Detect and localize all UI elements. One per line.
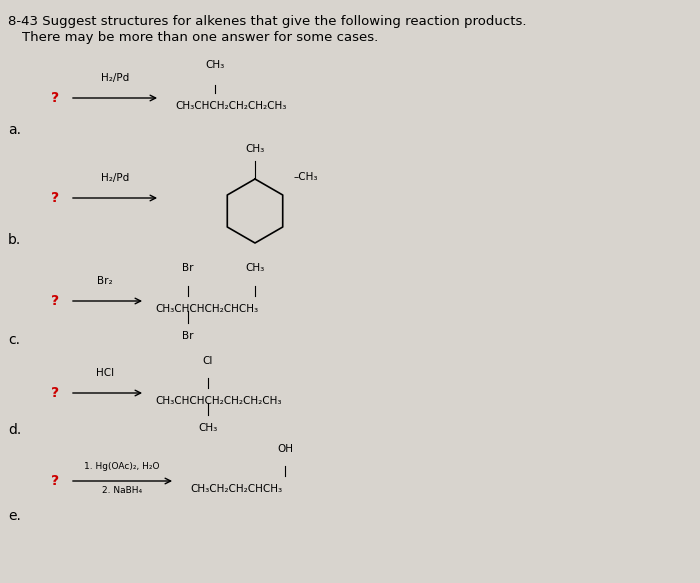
Text: HCl: HCl [96,368,114,378]
Text: CH₃CHCHCH₂CH₂CH₂CH₃: CH₃CHCHCH₂CH₂CH₂CH₃ [155,396,281,406]
Text: c.: c. [8,333,20,347]
Text: 1. Hg(OAc)₂, H₂O: 1. Hg(OAc)₂, H₂O [84,462,160,471]
Text: –CH₃: –CH₃ [293,172,318,182]
Text: Br: Br [182,263,194,273]
Text: H₂/Pd: H₂/Pd [101,173,129,183]
Text: ?: ? [51,191,59,205]
Text: H₂/Pd: H₂/Pd [101,73,129,83]
Text: 2. NaBH₄: 2. NaBH₄ [102,486,142,495]
Text: CH₃: CH₃ [198,423,218,433]
Text: CH₃: CH₃ [246,263,265,273]
Text: a.: a. [8,123,21,137]
Text: ?: ? [51,91,59,105]
Text: There may be more than one answer for some cases.: There may be more than one answer for so… [22,31,378,44]
Text: ?: ? [51,474,59,488]
Text: CH₃: CH₃ [246,144,265,154]
Text: b.: b. [8,233,21,247]
Text: d.: d. [8,423,21,437]
Text: Br₂: Br₂ [97,276,113,286]
Text: ?: ? [51,294,59,308]
Text: e.: e. [8,509,21,523]
Text: Br: Br [182,331,194,341]
Text: Cl: Cl [203,356,214,366]
Text: CH₃CHCHCH₂CHCH₃: CH₃CHCHCH₂CHCH₃ [155,304,258,314]
Text: OH: OH [277,444,293,454]
Text: CH₃CH₂CH₂CHCH₃: CH₃CH₂CH₂CHCH₃ [190,484,282,494]
Text: CH₃CHCH₂CH₂CH₂CH₃: CH₃CHCH₂CH₂CH₂CH₃ [175,101,286,111]
Text: CH₃: CH₃ [205,60,225,70]
Text: ?: ? [51,386,59,400]
Text: 8-43 Suggest structures for alkenes that give the following reaction products.: 8-43 Suggest structures for alkenes that… [8,15,526,28]
